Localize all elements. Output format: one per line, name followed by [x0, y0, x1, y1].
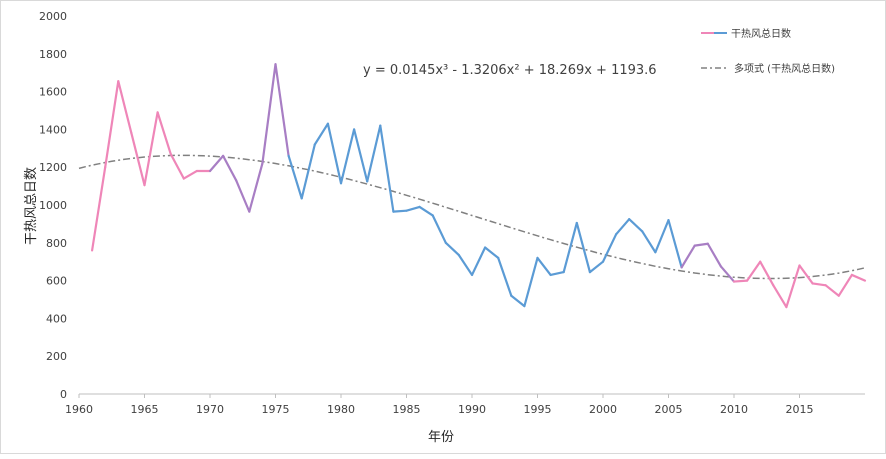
- series-segment: [130, 132, 146, 187]
- x-tick-label: 1970: [196, 403, 224, 416]
- series-segment: [772, 284, 788, 309]
- series-segment: [824, 284, 840, 297]
- series-layer: [90, 63, 867, 309]
- series-segment: [850, 273, 867, 282]
- series-segment: [104, 80, 120, 169]
- x-tick-label: 2010: [720, 403, 748, 416]
- series-segment: [300, 143, 316, 200]
- series-segment: [562, 221, 578, 274]
- series-segment: [222, 154, 238, 182]
- series-segment: [313, 122, 329, 146]
- x-tick-label: 1985: [393, 403, 421, 416]
- legend-label-trendline: 多项式 (干热风总日数): [734, 62, 835, 75]
- legend-label-series: 干热风总日数: [731, 27, 791, 40]
- trendline-equation: y = 0.0145x³ - 1.3206x² + 18.269x + 1193…: [363, 63, 657, 78]
- legend-item-series: 干热风总日数: [701, 27, 791, 40]
- legend: 干热风总日数 多项式 (干热风总日数): [701, 27, 835, 75]
- series-segment: [536, 256, 552, 277]
- series-segment: [366, 124, 382, 183]
- series-segment: [614, 218, 631, 236]
- series-segment: [549, 270, 565, 277]
- y-tick-label: 1800: [39, 48, 67, 61]
- x-tick-label: 1960: [65, 403, 93, 416]
- series-segment: [470, 246, 487, 277]
- y-tick-label: 800: [46, 237, 67, 250]
- series-segment: [182, 169, 198, 180]
- series-segment: [208, 154, 225, 173]
- series-segment: [759, 260, 775, 287]
- series-segment: [457, 253, 474, 277]
- x-tick-label: 1975: [262, 403, 290, 416]
- series-segment: [719, 265, 736, 283]
- series-segment: [523, 256, 539, 308]
- series-segment: [785, 264, 801, 309]
- series-segment: [811, 282, 827, 287]
- series-segment: [379, 124, 395, 213]
- series-segment: [680, 244, 696, 269]
- x-tick-label: 1980: [327, 403, 355, 416]
- series-segment: [117, 80, 133, 135]
- series-segment: [444, 241, 460, 257]
- series-segment: [706, 242, 723, 268]
- y-tick-label: 1400: [39, 123, 67, 136]
- x-tick-label: 1965: [131, 403, 159, 416]
- series-segment: [405, 205, 421, 212]
- x-tick-label: 1995: [524, 403, 552, 416]
- series-segment: [274, 63, 290, 157]
- y-tick-label: 400: [46, 312, 67, 325]
- series-segment: [431, 214, 447, 244]
- x-tick-label: 2015: [786, 403, 814, 416]
- series-segment: [693, 242, 709, 247]
- series-segment: [156, 111, 172, 156]
- y-axis-ticks: 0 200 400 600 800 1000 1200 1400 1600 1800 2000: [39, 10, 67, 401]
- series-segment: [837, 273, 854, 297]
- series-segment: [510, 294, 526, 308]
- series-segment: [287, 154, 303, 200]
- series-segment: [248, 162, 264, 213]
- series-segment: [497, 256, 513, 297]
- series-segment: [575, 221, 592, 274]
- legend-item-trendline: 多项式 (干热风总日数): [701, 62, 835, 75]
- y-tick-label: 1000: [39, 199, 67, 212]
- series-segment: [235, 179, 251, 213]
- y-tick-label: 600: [46, 275, 67, 288]
- y-tick-label: 0: [60, 388, 67, 401]
- y-axis-title: 干热风总日数: [24, 167, 39, 245]
- series-segment: [601, 233, 618, 263]
- x-axis-ticks: 1960 1965 1970 1975 1980 1985 1990 1995 2000 2005…: [65, 394, 814, 416]
- series-segment: [418, 205, 434, 217]
- series-segment: [732, 279, 749, 283]
- x-tick-label: 2000: [589, 403, 617, 416]
- y-tick-label: 200: [46, 350, 67, 363]
- series-segment: [654, 219, 670, 254]
- series-segment: [641, 230, 657, 254]
- series-segment: [588, 260, 605, 274]
- series-segment: [261, 63, 277, 165]
- series-segment: [339, 128, 356, 185]
- series-segment: [798, 264, 814, 285]
- x-tick-label: 2005: [655, 403, 683, 416]
- series-segment: [628, 218, 644, 233]
- series-segment: [353, 128, 369, 183]
- series-segment: [90, 166, 107, 252]
- y-tick-label: 2000: [39, 10, 67, 23]
- trendline-path: [78, 154, 866, 280]
- x-axis-title: 年份: [428, 430, 454, 445]
- series-segment: [745, 260, 762, 282]
- series-segment: [169, 152, 185, 180]
- series-segment: [143, 111, 159, 187]
- x-tick-label: 1990: [458, 403, 486, 416]
- series-segment: [392, 209, 408, 213]
- trendline-layer: [78, 154, 866, 280]
- y-tick-label: 1600: [39, 86, 67, 99]
- y-tick-label: 1200: [39, 161, 67, 174]
- series-segment: [326, 122, 343, 185]
- series-segment: [484, 246, 500, 260]
- series-segment: [667, 219, 683, 269]
